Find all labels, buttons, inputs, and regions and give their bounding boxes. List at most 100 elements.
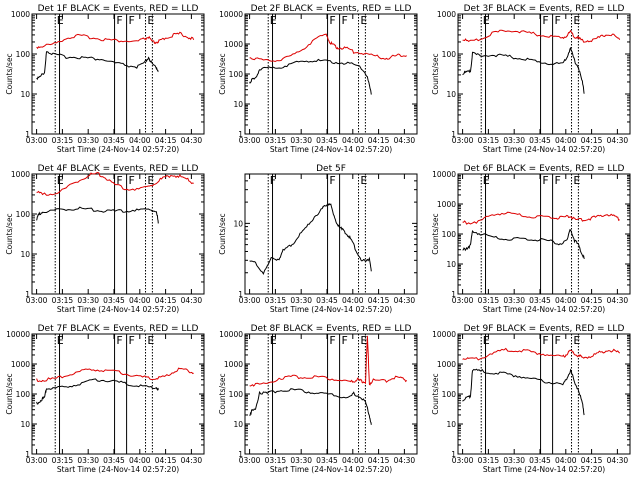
panel-title: Det 7F BLACK = Events, RED = LLD xyxy=(38,324,199,334)
y-tick-label: 10000 xyxy=(219,330,243,339)
x-tick-label: 03:45 xyxy=(316,136,338,145)
segment-label: E xyxy=(57,14,64,27)
events-series-line xyxy=(249,388,372,425)
segment-label: E xyxy=(147,14,154,27)
lld-series-line xyxy=(36,31,195,50)
x-tick-label: 04:30 xyxy=(607,456,629,465)
y-tick-label: 1 xyxy=(238,450,243,459)
x-tick-label: 04:00 xyxy=(342,456,364,465)
panel-title: Det 4F BLACK = Events, RED = LLD xyxy=(38,164,199,174)
x-tick-label: 03:45 xyxy=(529,456,551,465)
y-tick-label: 10 xyxy=(233,100,243,109)
x-axis-label: Start Time (24-Nov-14 02:57:20) xyxy=(483,145,605,154)
x-tick-label: 03:00 xyxy=(239,456,261,465)
lld-series-line xyxy=(462,211,620,225)
segment-label: F xyxy=(128,174,134,187)
y-axis-label: Counts/sec xyxy=(431,373,440,414)
y-tick-label: 100 xyxy=(442,50,457,59)
y-tick-label: 10 xyxy=(233,219,243,228)
segment-label: F xyxy=(270,174,276,187)
y-tick-label: 1 xyxy=(25,130,30,139)
x-tick-label: 04:30 xyxy=(394,296,416,305)
segment-label: F xyxy=(554,334,560,347)
segment-label: E xyxy=(573,14,580,27)
x-tick-label: 03:30 xyxy=(503,296,525,305)
x-tick-label: 04:00 xyxy=(129,456,151,465)
x-tick-label: 03:00 xyxy=(26,296,48,305)
plot-frame xyxy=(457,333,631,455)
lld-series-line xyxy=(36,367,194,383)
y-tick-label: 1 xyxy=(451,130,456,139)
x-axis-label: Start Time (24-Nov-14 02:57:20) xyxy=(57,305,179,314)
y-tick-label: 10 xyxy=(20,250,30,259)
segment-label: F xyxy=(542,14,548,27)
x-tick-label: 04:15 xyxy=(581,136,603,145)
x-tick-label: 03:45 xyxy=(103,456,125,465)
segment-label: E xyxy=(360,334,367,347)
panel-title: Det 1F BLACK = Events, RED = LLD xyxy=(38,4,199,14)
y-tick-label: 1000 xyxy=(11,360,30,369)
x-tick-label: 04:00 xyxy=(555,296,577,305)
events-series-line xyxy=(462,46,585,94)
y-tick-label: 10 xyxy=(20,90,30,99)
x-tick-label: 03:15 xyxy=(52,456,74,465)
x-tick-label: 03:30 xyxy=(290,136,312,145)
y-tick-label: 100 xyxy=(16,210,31,219)
detector-panel: Det 4F BLACK = Events, RED = LLD 1 10 100 10… xyxy=(5,164,205,314)
y-tick-label: 100 xyxy=(16,390,31,399)
x-tick-label: 03:45 xyxy=(316,296,338,305)
events-series-line xyxy=(249,203,372,275)
x-tick-label: 04:30 xyxy=(607,296,629,305)
segment-label: E xyxy=(270,334,277,347)
x-axis-label: Start Time (24-Nov-14 02:57:20) xyxy=(57,465,179,474)
x-axis-label: Start Time (24-Nov-14 02:57:20) xyxy=(57,145,179,154)
y-tick-label: 1 xyxy=(238,130,243,139)
events-series-line xyxy=(36,378,159,405)
detector-panel: Det 2F BLACK = Events, RED = LLD 1 10 100 10… xyxy=(218,4,418,154)
y-tick-label: 10 xyxy=(233,420,243,429)
segment-label: F xyxy=(542,334,548,347)
y-tick-label: 10000 xyxy=(432,170,456,179)
segment-label: E xyxy=(57,174,64,187)
segment-label: F xyxy=(542,174,548,187)
segment-label: F xyxy=(341,14,347,27)
y-axis-label: Counts/sec xyxy=(431,53,440,94)
x-tick-label: 03:00 xyxy=(26,136,48,145)
y-tick-label: 10000 xyxy=(6,330,30,339)
y-tick-label: 1000 xyxy=(437,360,456,369)
segment-label: F xyxy=(116,174,122,187)
segment-label: F xyxy=(329,14,335,27)
x-tick-label: 03:15 xyxy=(265,456,287,465)
segment-label: E xyxy=(483,174,490,187)
segment-label: E xyxy=(360,14,367,27)
panel-title: Det 2F BLACK = Events, RED = LLD xyxy=(251,4,412,14)
segment-label: F xyxy=(554,14,560,27)
detector-panel: Det 9F BLACK = Events, RED = LLD 1 10 100 10… xyxy=(431,324,631,474)
events-series-line xyxy=(462,368,585,416)
x-tick-label: 03:45 xyxy=(103,296,125,305)
segment-label: F xyxy=(329,334,335,347)
x-axis-label: Start Time (24-Nov-14 02:57:20) xyxy=(270,305,392,314)
y-tick-label: 1 xyxy=(238,290,243,299)
lld-series-line xyxy=(249,335,408,387)
x-tick-label: 03:30 xyxy=(503,136,525,145)
segment-label: F xyxy=(341,334,347,347)
y-axis-label: Counts/sec xyxy=(5,53,14,94)
y-tick-label: 10000 xyxy=(432,330,456,339)
x-tick-label: 04:15 xyxy=(368,296,390,305)
panel-title: Det 3F BLACK = Events, RED = LLD xyxy=(464,4,625,14)
y-tick-label: 1 xyxy=(451,290,456,299)
segment-label: F xyxy=(116,14,122,27)
detector-panel: Det 5F 1 10 03:00 03:15 03:30 03:45 04:00 04:15 0… xyxy=(218,164,418,314)
x-tick-label: 03:15 xyxy=(478,136,500,145)
x-tick-label: 04:00 xyxy=(555,456,577,465)
detector-panel: Det 1F BLACK = Events, RED = LLD 1 10 100 10… xyxy=(5,4,205,154)
segment-label: F xyxy=(116,334,122,347)
segment-label: E xyxy=(270,14,277,27)
y-tick-label: 100 xyxy=(16,50,31,59)
x-tick-label: 04:15 xyxy=(155,296,177,305)
x-tick-label: 04:15 xyxy=(368,456,390,465)
y-tick-label: 1000 xyxy=(437,200,456,209)
y-tick-label: 1000 xyxy=(437,10,456,19)
